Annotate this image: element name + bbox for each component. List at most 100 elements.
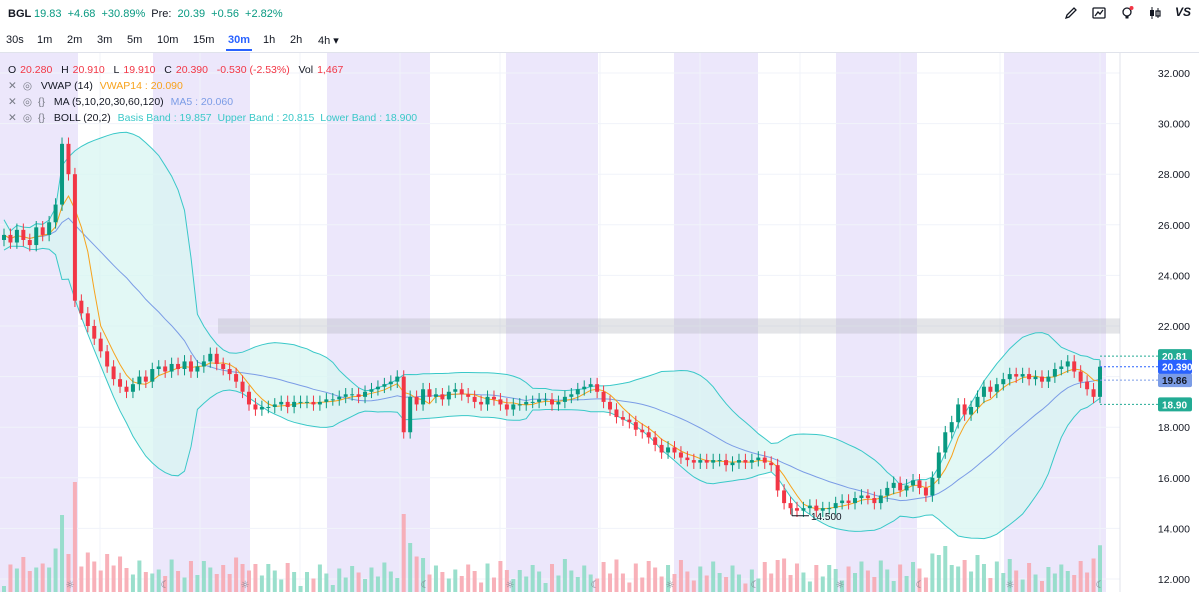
close-icon[interactable]: ✕ [8,112,17,124]
volume-bar [163,576,168,592]
code-icon[interactable]: {} [37,112,45,124]
symbol-name[interactable]: BGL [8,8,32,20]
volume-bar [730,565,735,592]
tab-10m[interactable]: 10m [157,34,179,46]
open-value: 20.280 [20,64,53,76]
y-tick-label: 28.000 [1158,169,1190,181]
volume-bar [775,560,780,592]
line-chart-icon[interactable] [1091,5,1107,21]
y-tick-label: 30.000 [1158,119,1190,131]
eye-icon[interactable]: ◎ [22,112,32,124]
volume-bar [182,577,187,592]
volume-bar [853,573,858,592]
volume-bar [246,570,251,592]
candle-body [537,399,542,402]
tab-30s[interactable]: 30s [6,34,24,46]
candle-body [524,401,529,405]
close-icon[interactable]: ✕ [8,80,17,92]
candle-body [1065,361,1070,367]
volume-bar [118,556,123,592]
volume-bar [969,571,974,592]
candles-icon[interactable] [1147,5,1163,21]
moon-icon: ☾ [751,580,760,591]
vol-label: Vol [298,64,314,76]
volume-bar [769,573,774,592]
volume-bar [60,515,65,592]
candle-body [846,500,851,504]
candle-body [930,477,935,496]
volume-bar [375,576,380,592]
candle-body [356,394,361,397]
tab-5m[interactable]: 5m [127,34,143,46]
vs-icon[interactable]: VS [1174,5,1191,19]
volume-bar [330,585,335,592]
tab-1h[interactable]: 1h [263,34,276,46]
volume-bar [47,567,52,592]
volume-bar [66,554,71,592]
candle-body [601,391,606,402]
vwap-name[interactable]: VWAP (14) [40,80,93,92]
close-icon[interactable]: ✕ [8,96,17,108]
candle-body [898,482,903,491]
tab-4h[interactable]: 4h ▾ [318,35,339,47]
volume-bar [221,565,226,592]
volume-bar [92,561,97,592]
volume-bar [305,572,310,592]
volume-bar [556,575,561,592]
candle-body [595,384,600,392]
volume-bar [1039,581,1044,592]
volume-bar [846,566,851,592]
last-price-label-text: 20.390 [1162,363,1193,374]
ma-value: MA5 : 20.060 [170,96,234,108]
candle-body [672,447,677,453]
candle-body [891,482,896,488]
tab-2h[interactable]: 2h [290,34,303,46]
volume-bar [85,552,90,592]
moon-icon: ☾ [1096,580,1105,591]
pre-change-pct: +2.82% [245,8,283,20]
volume-bar [485,563,490,592]
candle-body [717,460,722,462]
volume-bar [872,577,877,592]
code-icon[interactable]: {} [37,96,45,108]
eye-icon[interactable]: ◎ [22,96,32,108]
volume-bar [272,570,277,592]
volume-bar [756,578,761,592]
candle-body [911,480,916,486]
session-shade [327,53,430,592]
volume-bar [427,574,432,592]
volume-bar [891,581,896,592]
sun-icon: ☼ [836,580,845,591]
tab-2m[interactable]: 2m [67,34,83,46]
tab-30m[interactable]: 30m [225,34,253,51]
candle-body [969,406,974,415]
moon-icon: ☾ [421,580,430,591]
boll-row: ✕ ◎ {} BOLL (20,2) Basis Band : 19.857 Upp… [8,110,417,126]
candle-body [466,394,471,397]
bulb-icon[interactable] [1119,5,1135,21]
price-change: +4.68 [67,8,96,20]
candle-body [956,404,961,423]
tab-15m[interactable]: 15m [193,34,215,46]
pre-label: Pre: [151,8,172,20]
volume-bar [543,583,548,592]
volume-bar [292,572,297,592]
ma-name[interactable]: MA (5,10,20,30,60,120) [53,96,164,108]
boll-name[interactable]: BOLL (20,2) [53,112,111,124]
volume-bar [395,578,400,592]
sun-icon: ☼ [506,580,515,591]
eye-icon[interactable]: ◎ [22,80,32,92]
candle-body [691,460,696,463]
volume-bar [459,576,464,592]
volume-bar [562,559,567,592]
vol-value: 1,467 [317,64,344,76]
tab-3m[interactable]: 3m [97,34,113,46]
tab-1m[interactable]: 1m [37,34,53,46]
candle-body [446,391,451,400]
pencil-icon[interactable] [1063,5,1079,21]
volume-bar [208,567,213,592]
volume-bar [324,573,329,592]
volume-bar [34,567,39,592]
candle-body [711,460,716,463]
